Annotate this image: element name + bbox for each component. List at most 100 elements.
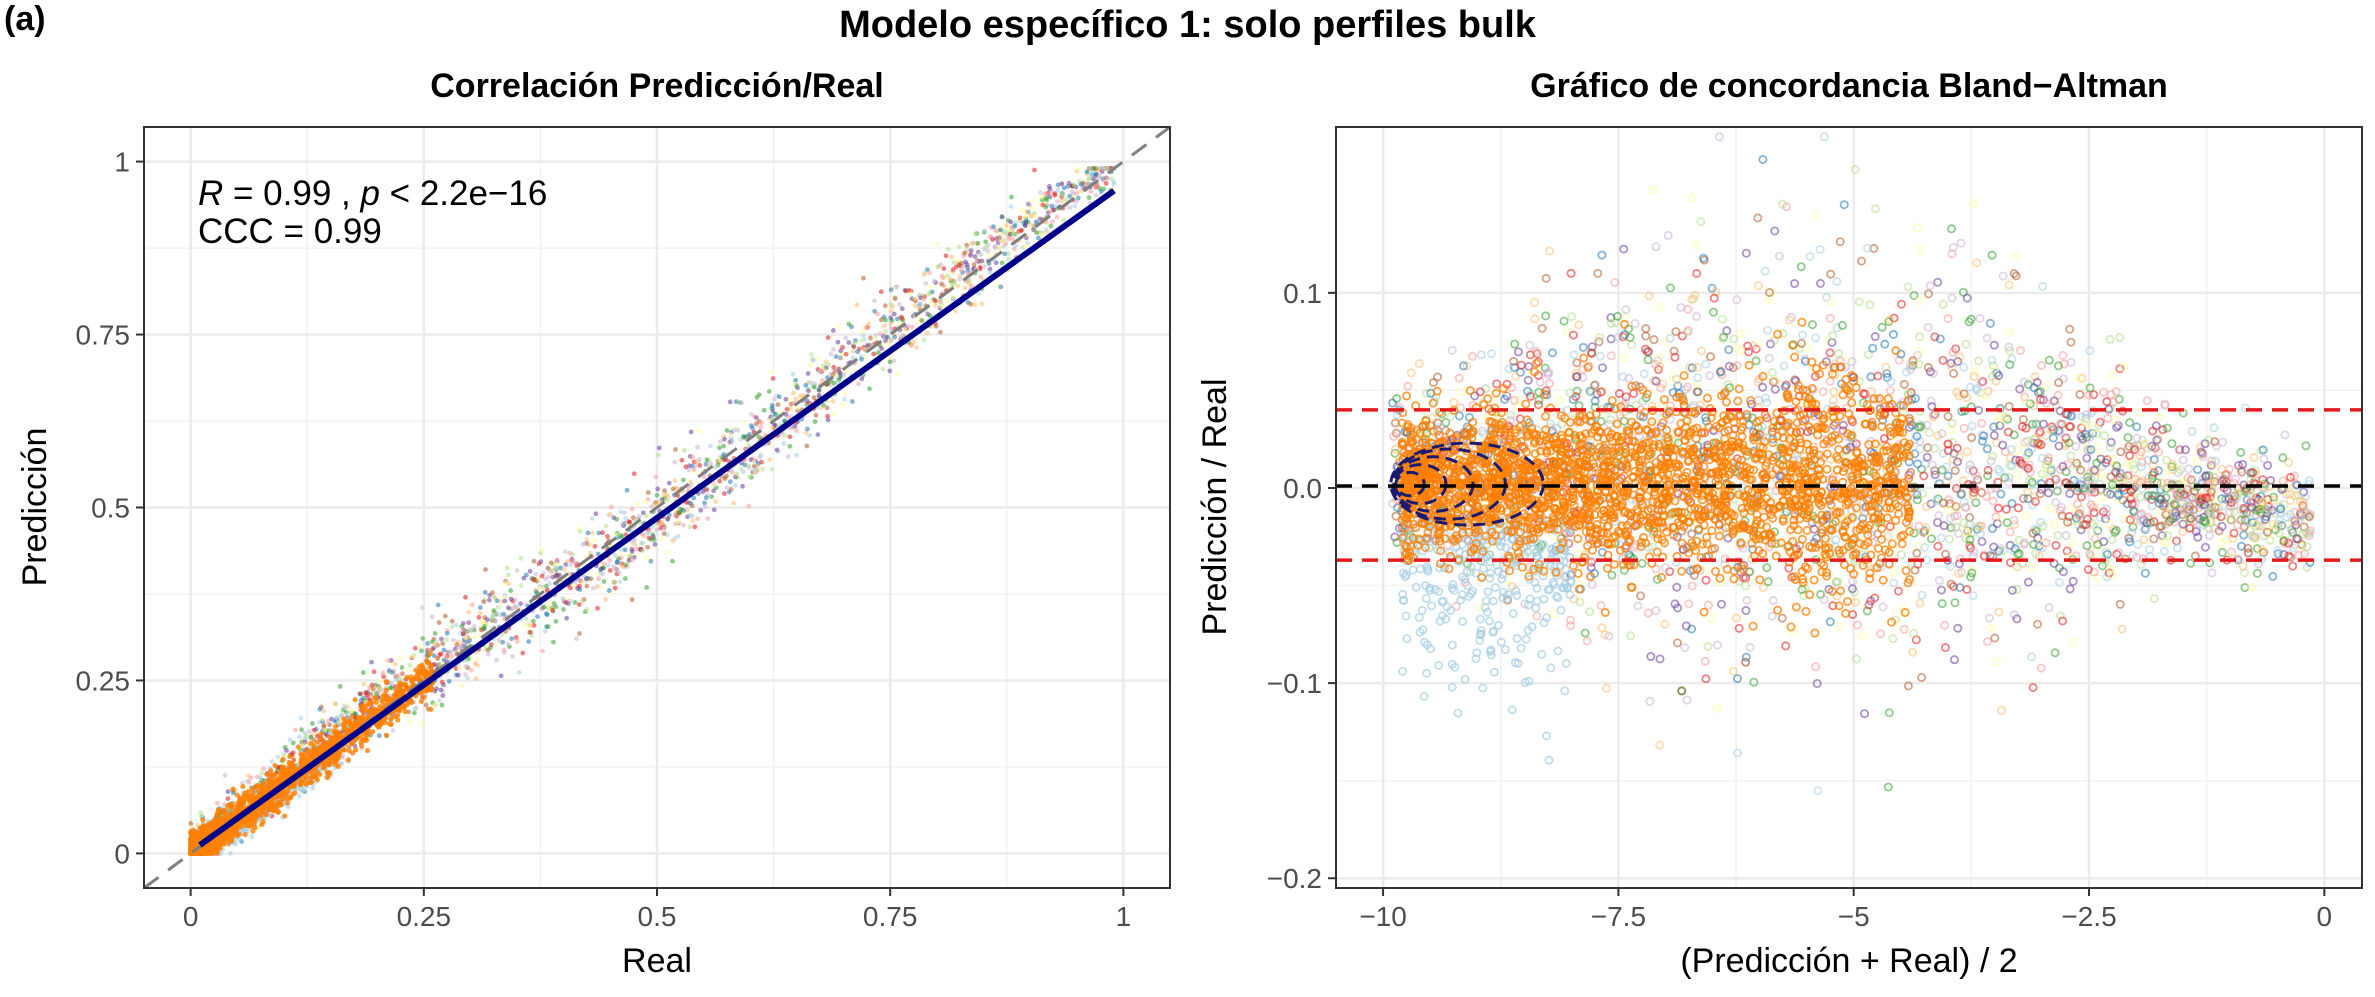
scatter-point [416, 644, 422, 650]
scatter-point [394, 677, 399, 683]
scatter-point [440, 693, 446, 698]
scatter-point [423, 702, 429, 708]
scatter-point [370, 728, 376, 735]
scatter-point [280, 756, 286, 763]
scatter-point [997, 235, 1002, 240]
scatter-point [758, 424, 763, 430]
scatter-point [1036, 235, 1041, 241]
scatter-point [490, 612, 496, 618]
scatter-point [359, 743, 365, 749]
scatter-point [416, 663, 422, 670]
scatter-point [453, 622, 459, 628]
scatter-point [672, 459, 678, 465]
scatter-point [301, 757, 307, 763]
scatter-point [508, 596, 514, 602]
scatter-point [746, 503, 752, 509]
scatter-point [618, 547, 624, 553]
scatter-point [713, 499, 719, 505]
scatter-point [891, 311, 897, 317]
scatter-point [361, 681, 367, 687]
scatter-point [975, 240, 981, 246]
scatter-point [861, 275, 866, 281]
scatter-point [727, 399, 733, 405]
scatter-point [433, 642, 438, 648]
scatter-point [278, 802, 285, 808]
scatter-point [876, 350, 881, 355]
scatter-point [742, 462, 748, 468]
scatter-point [398, 684, 404, 690]
scatter-point [622, 547, 628, 553]
scatter-point [1055, 187, 1061, 193]
scatter-point [471, 634, 477, 640]
scatter-point [383, 678, 389, 685]
scatter-point [981, 264, 987, 270]
scatter-point [585, 530, 591, 536]
scatter-point [731, 500, 737, 506]
scatter-point [324, 775, 331, 781]
scatter-point [774, 447, 780, 453]
scatter-point [501, 647, 507, 653]
scatter-point [692, 463, 698, 469]
scatter-point [695, 516, 701, 522]
scatter-point [429, 614, 435, 620]
scatter-point [928, 299, 934, 305]
scatter-point [992, 245, 998, 250]
scatter-point [964, 242, 970, 248]
scatter-point [912, 296, 918, 301]
scatter-point [1019, 208, 1025, 214]
scatter-point [467, 627, 473, 632]
scatter-point [456, 672, 461, 678]
scatter-point [366, 712, 373, 718]
scatter-point [673, 447, 678, 452]
scatter-point [998, 284, 1004, 290]
scatter-point [817, 369, 822, 375]
scatter-point [404, 674, 410, 680]
scatter-point [487, 592, 493, 598]
scatter-point [812, 384, 817, 390]
scatter-point [897, 320, 902, 326]
scatter-point [939, 304, 945, 310]
scatter-point [842, 396, 847, 402]
scatter-point [803, 382, 809, 388]
scatter-point [608, 504, 614, 510]
scatter-point [485, 651, 491, 657]
scatter-point [561, 567, 567, 572]
scatter-point [923, 281, 929, 286]
scatter-point [1008, 204, 1014, 209]
scatter-point [598, 566, 604, 572]
scatter-point [292, 727, 298, 733]
scatter-point [514, 568, 520, 573]
scatter-point [860, 329, 866, 335]
scatter-point [383, 732, 389, 738]
scatter-point [942, 298, 948, 304]
scatter-point [690, 454, 696, 460]
scatter-point [333, 715, 339, 721]
scatter-point [1105, 175, 1111, 181]
scatter-point [728, 432, 734, 437]
scatter-point [825, 417, 831, 423]
scatter-point [631, 471, 637, 477]
scatter-point [370, 686, 376, 692]
left-x-tick-label: 0 [183, 901, 199, 932]
scatter-point [479, 619, 485, 625]
scatter-point [640, 510, 646, 516]
scatter-point [407, 662, 413, 668]
scatter-point [349, 708, 355, 714]
scatter-point [616, 570, 622, 576]
scatter-point [310, 774, 316, 780]
scatter-point [895, 371, 901, 377]
scatter-point [1100, 166, 1106, 171]
scatter-point [717, 478, 723, 484]
scatter-point [617, 551, 623, 557]
scatter-point [595, 605, 600, 611]
scatter-point [918, 301, 923, 307]
scatter-point [653, 474, 659, 480]
scatter-point [932, 278, 937, 284]
scatter-point [909, 324, 915, 330]
scatter-point [850, 349, 856, 354]
scatter-point [784, 406, 790, 412]
scatter-point [249, 834, 255, 839]
scatter-point [902, 326, 908, 332]
scatter-point [577, 528, 583, 534]
